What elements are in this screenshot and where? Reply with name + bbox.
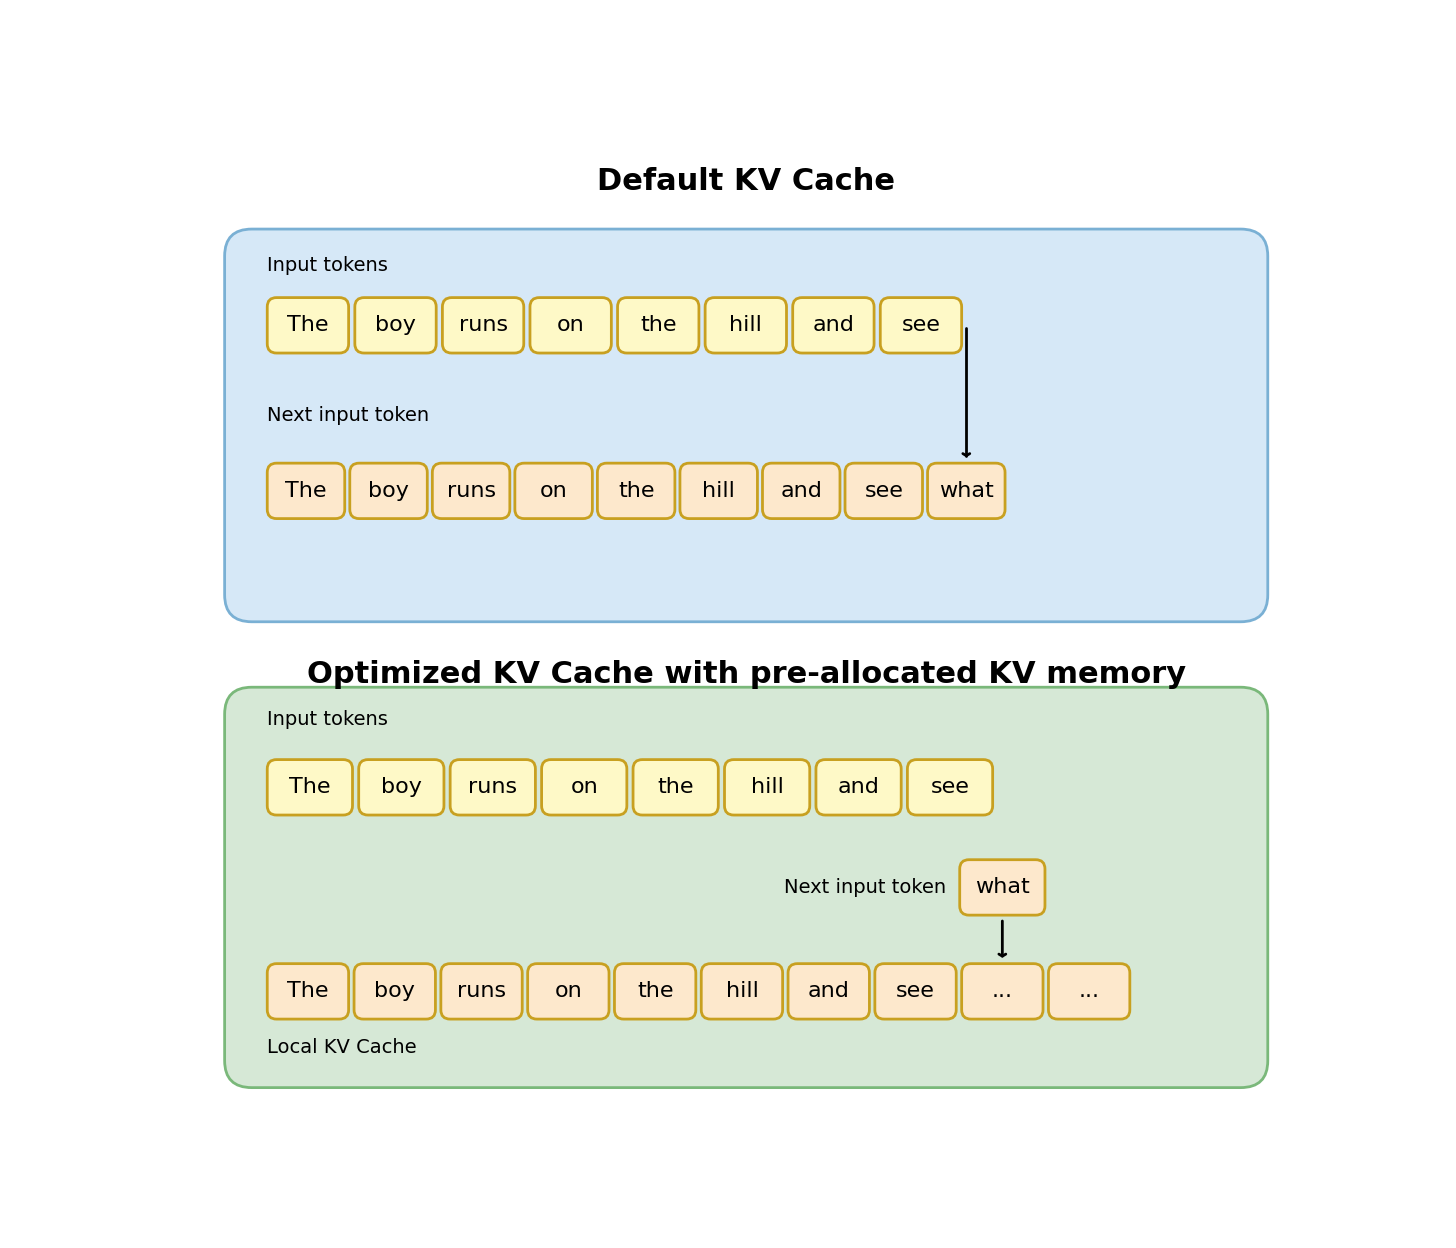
Text: Input tokens: Input tokens bbox=[268, 710, 389, 729]
FancyBboxPatch shape bbox=[224, 230, 1268, 622]
FancyBboxPatch shape bbox=[792, 297, 874, 353]
FancyBboxPatch shape bbox=[725, 760, 810, 815]
FancyBboxPatch shape bbox=[815, 760, 901, 815]
FancyBboxPatch shape bbox=[358, 760, 444, 815]
Text: on: on bbox=[540, 480, 568, 500]
Text: on: on bbox=[571, 778, 598, 797]
FancyBboxPatch shape bbox=[268, 963, 348, 1020]
Text: runs: runs bbox=[469, 778, 517, 797]
Text: The: The bbox=[287, 981, 329, 1001]
Text: The: The bbox=[287, 316, 329, 336]
Text: the: the bbox=[658, 778, 695, 797]
FancyBboxPatch shape bbox=[268, 463, 345, 519]
FancyBboxPatch shape bbox=[875, 963, 957, 1020]
Text: on: on bbox=[555, 981, 582, 1001]
FancyBboxPatch shape bbox=[788, 963, 869, 1020]
FancyBboxPatch shape bbox=[960, 860, 1045, 915]
FancyBboxPatch shape bbox=[705, 297, 786, 353]
Text: ...: ... bbox=[1079, 981, 1099, 1001]
Text: The: The bbox=[290, 778, 331, 797]
FancyBboxPatch shape bbox=[542, 760, 628, 815]
Text: and: and bbox=[780, 480, 823, 500]
FancyBboxPatch shape bbox=[907, 760, 993, 815]
Text: and: and bbox=[812, 316, 855, 336]
FancyBboxPatch shape bbox=[530, 297, 612, 353]
Text: hill: hill bbox=[751, 778, 783, 797]
Text: and: and bbox=[837, 778, 879, 797]
Text: Default KV Cache: Default KV Cache bbox=[597, 167, 895, 196]
Text: boy: boy bbox=[368, 480, 409, 500]
Text: boy: boy bbox=[376, 316, 416, 336]
Text: on: on bbox=[556, 316, 584, 336]
FancyBboxPatch shape bbox=[441, 963, 523, 1020]
Text: see: see bbox=[901, 316, 941, 336]
FancyBboxPatch shape bbox=[268, 297, 348, 353]
FancyBboxPatch shape bbox=[224, 688, 1268, 1087]
Text: ...: ... bbox=[992, 981, 1013, 1001]
FancyBboxPatch shape bbox=[450, 760, 536, 815]
Text: Next input token: Next input token bbox=[268, 406, 430, 426]
Text: the: the bbox=[636, 981, 673, 1001]
Text: see: see bbox=[930, 778, 970, 797]
FancyBboxPatch shape bbox=[763, 463, 840, 519]
Text: runs: runs bbox=[447, 480, 495, 500]
Text: the: the bbox=[641, 316, 677, 336]
Text: boy: boy bbox=[374, 981, 415, 1001]
Text: The: The bbox=[285, 480, 326, 500]
FancyBboxPatch shape bbox=[702, 963, 783, 1020]
FancyBboxPatch shape bbox=[355, 297, 437, 353]
FancyBboxPatch shape bbox=[597, 463, 676, 519]
FancyBboxPatch shape bbox=[617, 297, 699, 353]
FancyBboxPatch shape bbox=[1048, 963, 1130, 1020]
FancyBboxPatch shape bbox=[268, 760, 352, 815]
Text: hill: hill bbox=[729, 316, 763, 336]
Text: Optimized KV Cache with pre-allocated KV memory: Optimized KV Cache with pre-allocated KV… bbox=[307, 660, 1185, 689]
FancyBboxPatch shape bbox=[349, 463, 427, 519]
Text: what: what bbox=[976, 877, 1029, 897]
Text: what: what bbox=[939, 480, 993, 500]
FancyBboxPatch shape bbox=[961, 963, 1042, 1020]
Text: runs: runs bbox=[457, 981, 507, 1001]
Text: and: and bbox=[808, 981, 850, 1001]
FancyBboxPatch shape bbox=[614, 963, 696, 1020]
FancyBboxPatch shape bbox=[354, 963, 435, 1020]
FancyBboxPatch shape bbox=[633, 760, 718, 815]
Text: Input tokens: Input tokens bbox=[268, 256, 389, 275]
FancyBboxPatch shape bbox=[515, 463, 593, 519]
FancyBboxPatch shape bbox=[881, 297, 961, 353]
FancyBboxPatch shape bbox=[927, 463, 1005, 519]
Text: boy: boy bbox=[381, 778, 422, 797]
Text: runs: runs bbox=[459, 316, 508, 336]
FancyBboxPatch shape bbox=[432, 463, 510, 519]
Text: the: the bbox=[617, 480, 654, 500]
FancyBboxPatch shape bbox=[680, 463, 757, 519]
Text: see: see bbox=[895, 981, 935, 1001]
FancyBboxPatch shape bbox=[443, 297, 524, 353]
Text: hill: hill bbox=[725, 981, 759, 1001]
FancyBboxPatch shape bbox=[527, 963, 609, 1020]
Text: see: see bbox=[865, 480, 903, 500]
Text: Local KV Cache: Local KV Cache bbox=[268, 1037, 416, 1057]
Text: hill: hill bbox=[702, 480, 735, 500]
Text: Next input token: Next input token bbox=[783, 877, 946, 897]
FancyBboxPatch shape bbox=[844, 463, 923, 519]
